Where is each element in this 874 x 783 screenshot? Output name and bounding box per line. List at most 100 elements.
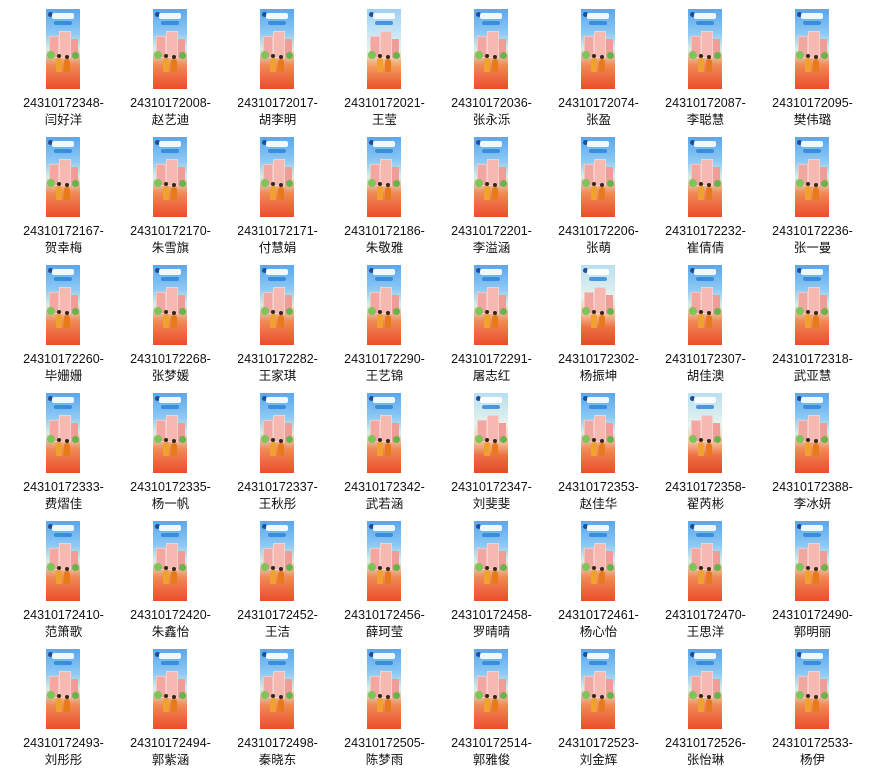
file-item[interactable]: 24310172494- 郭紫涵 — [117, 640, 224, 768]
file-item[interactable]: 24310172307- 胡佳澳 — [652, 256, 759, 384]
file-item[interactable]: 24310172095- 樊伟璐 — [759, 0, 866, 128]
file-item[interactable]: 24310172358- 翟芮彬 — [652, 384, 759, 512]
file-item[interactable]: 24310172021- 王莹 — [331, 0, 438, 128]
file-name-label[interactable]: 24310172021- 王莹 — [331, 95, 438, 129]
file-thumbnail[interactable] — [367, 649, 401, 729]
file-name-label[interactable]: 24310172268- 张梦媛 — [117, 351, 224, 385]
file-item[interactable]: 24310172282- 王家琪 — [224, 256, 331, 384]
file-thumbnail[interactable] — [581, 393, 615, 473]
file-item[interactable]: 24310172290- 王艺锦 — [331, 256, 438, 384]
file-name-label[interactable]: 24310172470- 王思洋 — [652, 607, 759, 641]
file-thumbnail[interactable] — [46, 393, 80, 473]
file-name-label[interactable]: 24310172458- 罗晴晴 — [438, 607, 545, 641]
file-name-label[interactable]: 24310172232- 崔倩倩 — [652, 223, 759, 257]
file-item[interactable]: 24310172171- 付慧娟 — [224, 128, 331, 256]
file-name-label[interactable]: 24310172505- 陈梦雨 — [331, 735, 438, 769]
file-name-label[interactable]: 24310172291- 屠志红 — [438, 351, 545, 385]
file-thumbnail[interactable] — [153, 649, 187, 729]
file-thumbnail[interactable] — [367, 265, 401, 345]
file-item[interactable]: 24310172260- 毕姗姗 — [10, 256, 117, 384]
file-name-label[interactable]: 24310172353- 赵佳华 — [545, 479, 652, 513]
file-item[interactable]: 24310172493- 刘彤彤 — [10, 640, 117, 768]
file-name-label[interactable]: 24310172095- 樊伟璐 — [759, 95, 866, 129]
file-name-label[interactable]: 24310172017- 胡李明 — [224, 95, 331, 129]
file-item[interactable]: 24310172291- 屠志红 — [438, 256, 545, 384]
file-item[interactable]: 24310172206- 张萌 — [545, 128, 652, 256]
file-name-label[interactable]: 24310172282- 王家琪 — [224, 351, 331, 385]
file-thumbnail[interactable] — [260, 265, 294, 345]
file-name-label[interactable]: 24310172074- 张盈 — [545, 95, 652, 129]
file-name-label[interactable]: 24310172514- 郭雅俊 — [438, 735, 545, 769]
file-item[interactable]: 24310172347- 刘斐斐 — [438, 384, 545, 512]
file-thumbnail[interactable] — [581, 9, 615, 89]
file-item[interactable]: 24310172318- 武亚慧 — [759, 256, 866, 384]
file-thumbnail[interactable] — [260, 649, 294, 729]
file-item[interactable]: 24310172087- 李聪慧 — [652, 0, 759, 128]
file-thumbnail[interactable] — [795, 393, 829, 473]
file-thumbnail[interactable] — [795, 9, 829, 89]
file-name-label[interactable]: 24310172337- 王秋彤 — [224, 479, 331, 513]
file-thumbnail[interactable] — [474, 137, 508, 217]
file-item[interactable]: 24310172074- 张盈 — [545, 0, 652, 128]
file-name-label[interactable]: 24310172318- 武亚慧 — [759, 351, 866, 385]
file-item[interactable]: 24310172470- 王思洋 — [652, 512, 759, 640]
file-item[interactable]: 24310172353- 赵佳华 — [545, 384, 652, 512]
file-item[interactable]: 24310172302- 杨振坤 — [545, 256, 652, 384]
file-name-label[interactable]: 24310172452- 王洁 — [224, 607, 331, 641]
file-thumbnail[interactable] — [367, 9, 401, 89]
file-item[interactable]: 24310172410- 范箫歌 — [10, 512, 117, 640]
file-name-label[interactable]: 24310172493- 刘彤彤 — [10, 735, 117, 769]
file-name-label[interactable]: 24310172167- 贺幸梅 — [10, 223, 117, 257]
file-item[interactable]: 24310172456- 薛珂莹 — [331, 512, 438, 640]
file-item[interactable]: 24310172388- 李冰妍 — [759, 384, 866, 512]
file-item[interactable]: 24310172333- 费熠佳 — [10, 384, 117, 512]
file-thumbnail[interactable] — [46, 137, 80, 217]
file-thumbnail[interactable] — [153, 393, 187, 473]
file-name-label[interactable]: 24310172290- 王艺锦 — [331, 351, 438, 385]
file-item[interactable]: 24310172167- 贺幸梅 — [10, 128, 117, 256]
file-item[interactable]: 24310172348- 闫好洋 — [10, 0, 117, 128]
file-thumbnail[interactable] — [581, 649, 615, 729]
file-thumbnail[interactable] — [367, 521, 401, 601]
file-item[interactable]: 24310172490- 郭明丽 — [759, 512, 866, 640]
file-thumbnail[interactable] — [581, 137, 615, 217]
file-name-label[interactable]: 24310172526- 张怡琳 — [652, 735, 759, 769]
file-name-label[interactable]: 24310172008- 赵艺迪 — [117, 95, 224, 129]
file-item[interactable]: 24310172201- 李溢涵 — [438, 128, 545, 256]
file-name-label[interactable]: 24310172036- 张永泺 — [438, 95, 545, 129]
file-name-label[interactable]: 24310172333- 费熠佳 — [10, 479, 117, 513]
file-thumbnail[interactable] — [474, 393, 508, 473]
file-name-label[interactable]: 24310172302- 杨振坤 — [545, 351, 652, 385]
file-name-label[interactable]: 24310172347- 刘斐斐 — [438, 479, 545, 513]
file-name-label[interactable]: 24310172171- 付慧娟 — [224, 223, 331, 257]
file-name-label[interactable]: 24310172461- 杨心怡 — [545, 607, 652, 641]
file-thumbnail[interactable] — [581, 521, 615, 601]
file-name-label[interactable]: 24310172260- 毕姗姗 — [10, 351, 117, 385]
file-thumbnail[interactable] — [688, 649, 722, 729]
file-item[interactable]: 24310172268- 张梦媛 — [117, 256, 224, 384]
file-item[interactable]: 24310172170- 朱雪旗 — [117, 128, 224, 256]
file-thumbnail[interactable] — [153, 137, 187, 217]
file-thumbnail[interactable] — [688, 137, 722, 217]
file-name-label[interactable]: 24310172388- 李冰妍 — [759, 479, 866, 513]
file-thumbnail[interactable] — [153, 9, 187, 89]
file-name-label[interactable]: 24310172201- 李溢涵 — [438, 223, 545, 257]
file-item[interactable]: 24310172514- 郭雅俊 — [438, 640, 545, 768]
file-name-label[interactable]: 24310172335- 杨一帆 — [117, 479, 224, 513]
file-thumbnail[interactable] — [474, 9, 508, 89]
file-thumbnail[interactable] — [795, 265, 829, 345]
file-name-label[interactable]: 24310172348- 闫好洋 — [10, 95, 117, 129]
file-item[interactable]: 24310172036- 张永泺 — [438, 0, 545, 128]
file-name-label[interactable]: 24310172523- 刘金辉 — [545, 735, 652, 769]
file-item[interactable]: 24310172533- 杨伊 — [759, 640, 866, 768]
file-name-label[interactable]: 24310172342- 武若涵 — [331, 479, 438, 513]
file-item[interactable]: 24310172420- 朱鑫怡 — [117, 512, 224, 640]
file-item[interactable]: 24310172186- 朱敬雅 — [331, 128, 438, 256]
file-thumbnail[interactable] — [260, 137, 294, 217]
file-item[interactable]: 24310172337- 王秋彤 — [224, 384, 331, 512]
file-thumbnail[interactable] — [688, 521, 722, 601]
file-name-label[interactable]: 24310172490- 郭明丽 — [759, 607, 866, 641]
file-thumbnail[interactable] — [688, 9, 722, 89]
file-item[interactable]: 24310172526- 张怡琳 — [652, 640, 759, 768]
file-thumbnail[interactable] — [46, 265, 80, 345]
